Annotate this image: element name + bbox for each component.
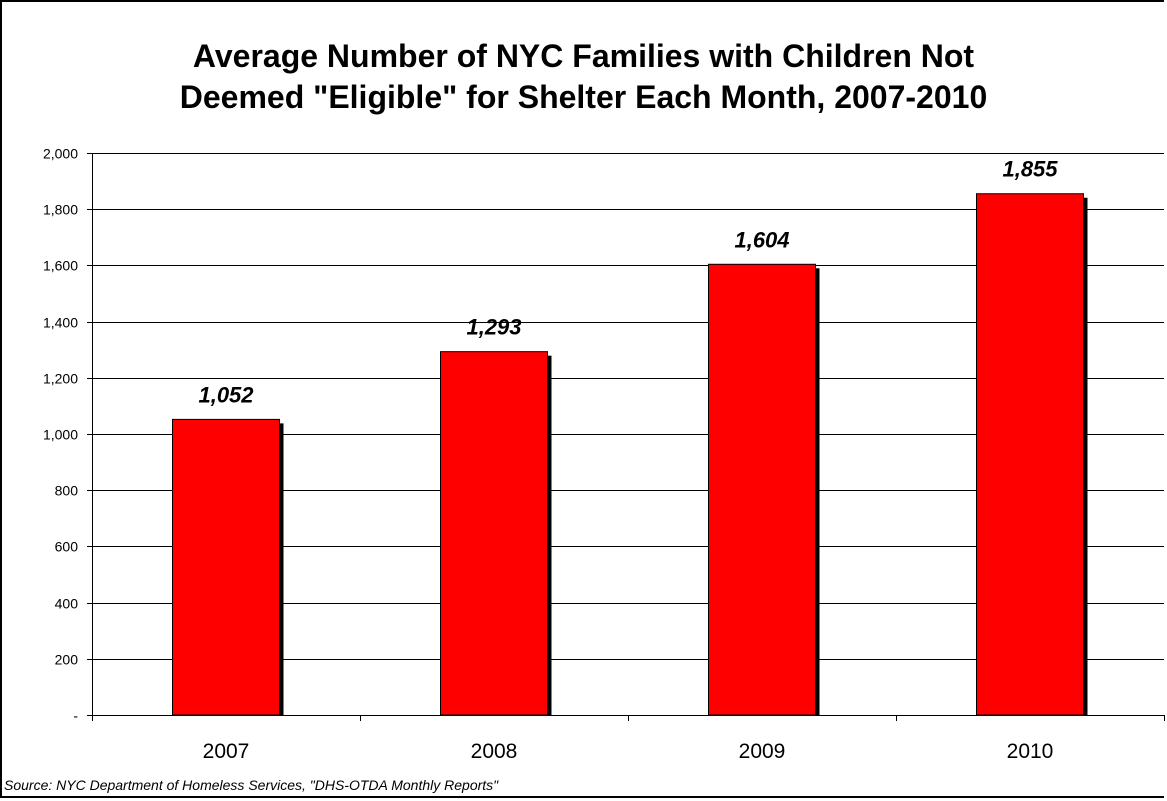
bar-2010 bbox=[976, 193, 1084, 716]
y-axis-tick-labels: - 200 400 600 800 1,000 1,200 1,400 1,600 1,800 2,… bbox=[43, 146, 78, 724]
chart-title-line-2: Deemed "Eligible" for Shelter Each Month… bbox=[179, 79, 988, 115]
y-tick-label: 800 bbox=[55, 483, 79, 499]
data-label-2007: 1,052 bbox=[198, 382, 254, 407]
data-label-2009: 1,604 bbox=[734, 227, 789, 252]
y-tick-label: 200 bbox=[55, 652, 79, 668]
bar-2008 bbox=[440, 351, 548, 716]
x-tick-label-2007: 2007 bbox=[203, 740, 250, 763]
x-tick-label-2009: 2009 bbox=[739, 740, 786, 763]
y-tick-label: 400 bbox=[55, 596, 79, 612]
x-axis-tick-labels: 2007 2008 2009 2010 bbox=[203, 740, 1054, 763]
y-tick-label: - bbox=[73, 708, 78, 724]
y-tick-label: 1,400 bbox=[43, 315, 78, 331]
y-tick-label: 1,600 bbox=[43, 258, 78, 274]
y-tick-label: 2,000 bbox=[43, 146, 78, 162]
bars bbox=[172, 193, 1088, 716]
data-label-2008: 1,293 bbox=[466, 315, 521, 340]
y-tick-label: 600 bbox=[55, 539, 79, 555]
bar-2007 bbox=[172, 418, 280, 716]
y-tick-label: 1,000 bbox=[43, 427, 78, 443]
chart-title-line-1: Average Number of NYC Families with Chil… bbox=[192, 38, 975, 74]
bar-2009 bbox=[708, 263, 816, 716]
chart-source-note: Source: NYC Department of Homeless Servi… bbox=[4, 777, 499, 793]
y-tick-label: 1,200 bbox=[43, 371, 78, 387]
y-tick-label: 1,800 bbox=[43, 202, 78, 218]
data-labels: 1,052 1,293 1,604 1,855 bbox=[198, 157, 1058, 408]
data-label-2010: 1,855 bbox=[1002, 157, 1058, 182]
chart-title: Average Number of NYC Families with Chil… bbox=[0, 36, 1167, 118]
x-tick-label-2008: 2008 bbox=[471, 740, 518, 763]
x-tick-label-2010: 2010 bbox=[1007, 740, 1054, 763]
